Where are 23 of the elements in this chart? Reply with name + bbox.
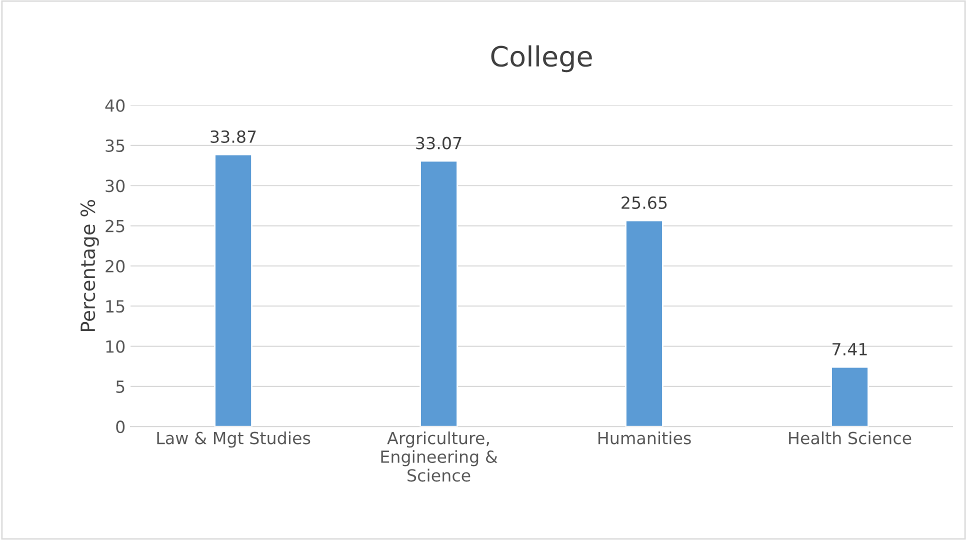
x-tick-label: Health Science [789, 431, 912, 444]
bar [625, 220, 664, 427]
y-tick-label: 35 [106, 139, 124, 152]
bar [830, 366, 869, 427]
y-tick-label: 40 [105, 99, 125, 112]
y-tick-label: 30 [106, 180, 125, 192]
y-tick-label: 0 [116, 420, 125, 434]
x-tick-label: Law & Mgt Studies [157, 431, 310, 448]
data-label: 33.87 [210, 130, 256, 143]
x-tick-label: Argriculture, Engineering & Science [381, 431, 498, 482]
y-tick-label: 15 [106, 300, 124, 313]
bar [420, 160, 458, 427]
chart-title: College [491, 45, 592, 72]
y-tick-label: 5 [116, 380, 124, 394]
bar [214, 154, 252, 427]
y-tick-label: 10 [106, 340, 125, 353]
x-tick-label: Humanities [598, 431, 691, 444]
data-label: 33.07 [416, 136, 462, 150]
y-axis-title: Percentage % [80, 200, 99, 332]
data-label: 25.65 [622, 196, 667, 210]
y-tick-label: 20 [106, 260, 125, 273]
data-label: 7.41 [832, 343, 867, 356]
y-tick-label: 25 [106, 220, 124, 232]
